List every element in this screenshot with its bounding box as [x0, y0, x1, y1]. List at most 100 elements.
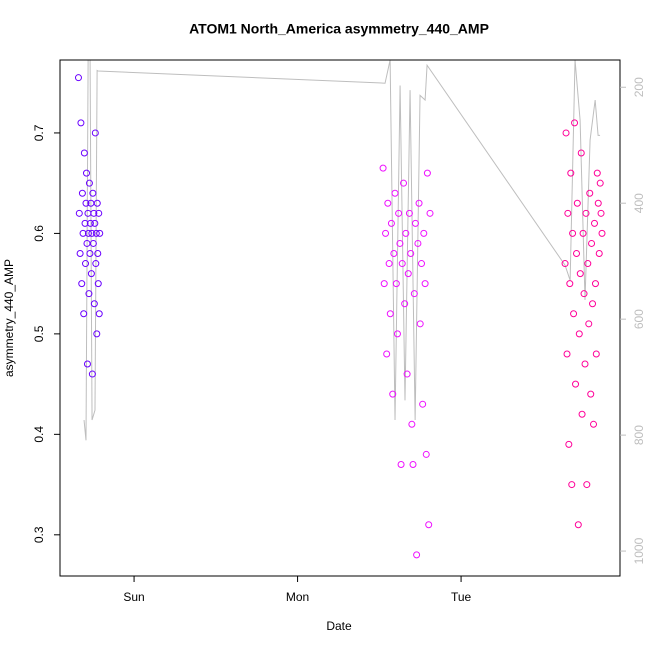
y2-tick-label: 200	[632, 77, 646, 97]
point	[79, 229, 87, 237]
point	[93, 330, 101, 338]
point	[395, 209, 403, 217]
point	[568, 481, 576, 489]
point	[401, 300, 409, 308]
point	[416, 320, 424, 328]
point	[419, 400, 427, 408]
point	[95, 310, 103, 318]
point	[405, 209, 413, 217]
point	[562, 129, 570, 137]
point	[414, 239, 422, 247]
point	[393, 330, 401, 338]
point	[387, 219, 395, 227]
x-tick-label: Tue	[451, 590, 472, 604]
point	[90, 209, 98, 217]
plot-area	[74, 60, 606, 559]
point	[413, 551, 421, 559]
point	[90, 300, 98, 308]
point	[566, 280, 574, 288]
point	[594, 199, 602, 207]
point	[89, 189, 97, 197]
point	[88, 370, 96, 378]
point	[589, 300, 597, 308]
point	[83, 360, 91, 368]
point	[89, 239, 97, 247]
y-tick-label: 0.4	[32, 426, 46, 443]
point	[392, 280, 400, 288]
point	[403, 370, 411, 378]
point	[91, 129, 99, 137]
point	[585, 320, 593, 328]
point	[596, 179, 604, 187]
point	[404, 270, 412, 278]
point	[565, 440, 573, 448]
point	[82, 199, 90, 207]
chart-title: ATOM1 North_America asymmetry_440_AMP	[189, 21, 489, 37]
point	[582, 209, 590, 217]
point	[579, 229, 587, 237]
point	[85, 290, 93, 298]
point	[573, 250, 581, 257]
point	[425, 521, 433, 529]
point	[87, 270, 95, 278]
point	[396, 239, 404, 247]
point	[382, 229, 390, 237]
point	[569, 229, 577, 237]
point	[590, 420, 598, 428]
point	[580, 290, 588, 298]
point	[82, 260, 90, 268]
point	[81, 219, 89, 227]
point	[95, 209, 103, 217]
point	[422, 450, 430, 458]
point	[415, 199, 423, 207]
point	[82, 169, 90, 177]
point	[570, 310, 578, 318]
point	[400, 179, 408, 187]
point	[380, 280, 388, 288]
point	[86, 250, 94, 257]
point	[93, 199, 101, 207]
point	[88, 229, 96, 237]
point	[591, 280, 599, 288]
point	[390, 250, 398, 257]
y-tick-label: 0.6	[32, 225, 46, 242]
point	[561, 260, 569, 268]
point	[574, 521, 582, 529]
point	[590, 219, 598, 227]
point	[379, 164, 387, 172]
point	[587, 390, 595, 398]
point	[583, 481, 591, 489]
point	[411, 219, 419, 227]
y2-tick-label: 400	[632, 193, 646, 213]
point	[573, 199, 581, 207]
point	[386, 310, 394, 318]
point	[74, 74, 82, 82]
point	[75, 209, 83, 217]
point	[383, 350, 391, 358]
point	[78, 280, 86, 288]
plot-frame	[59, 59, 621, 577]
point	[94, 250, 102, 257]
point	[420, 229, 428, 237]
x-tick-label: Mon	[286, 590, 309, 604]
y-tick-label: 0.5	[32, 325, 46, 342]
point	[563, 350, 571, 358]
point	[421, 280, 429, 288]
point	[407, 250, 415, 257]
point	[84, 229, 92, 237]
point	[586, 189, 594, 197]
point	[77, 119, 85, 127]
point	[426, 209, 434, 217]
point	[588, 239, 596, 247]
y-tick-label: 0.7	[32, 124, 46, 141]
point	[578, 410, 586, 418]
point	[402, 229, 410, 237]
point	[423, 169, 431, 177]
y2-tick-label: 1000	[632, 537, 646, 564]
point	[384, 199, 392, 207]
point	[576, 270, 584, 278]
point	[76, 250, 84, 257]
x-axis-label: Date	[326, 619, 352, 633]
